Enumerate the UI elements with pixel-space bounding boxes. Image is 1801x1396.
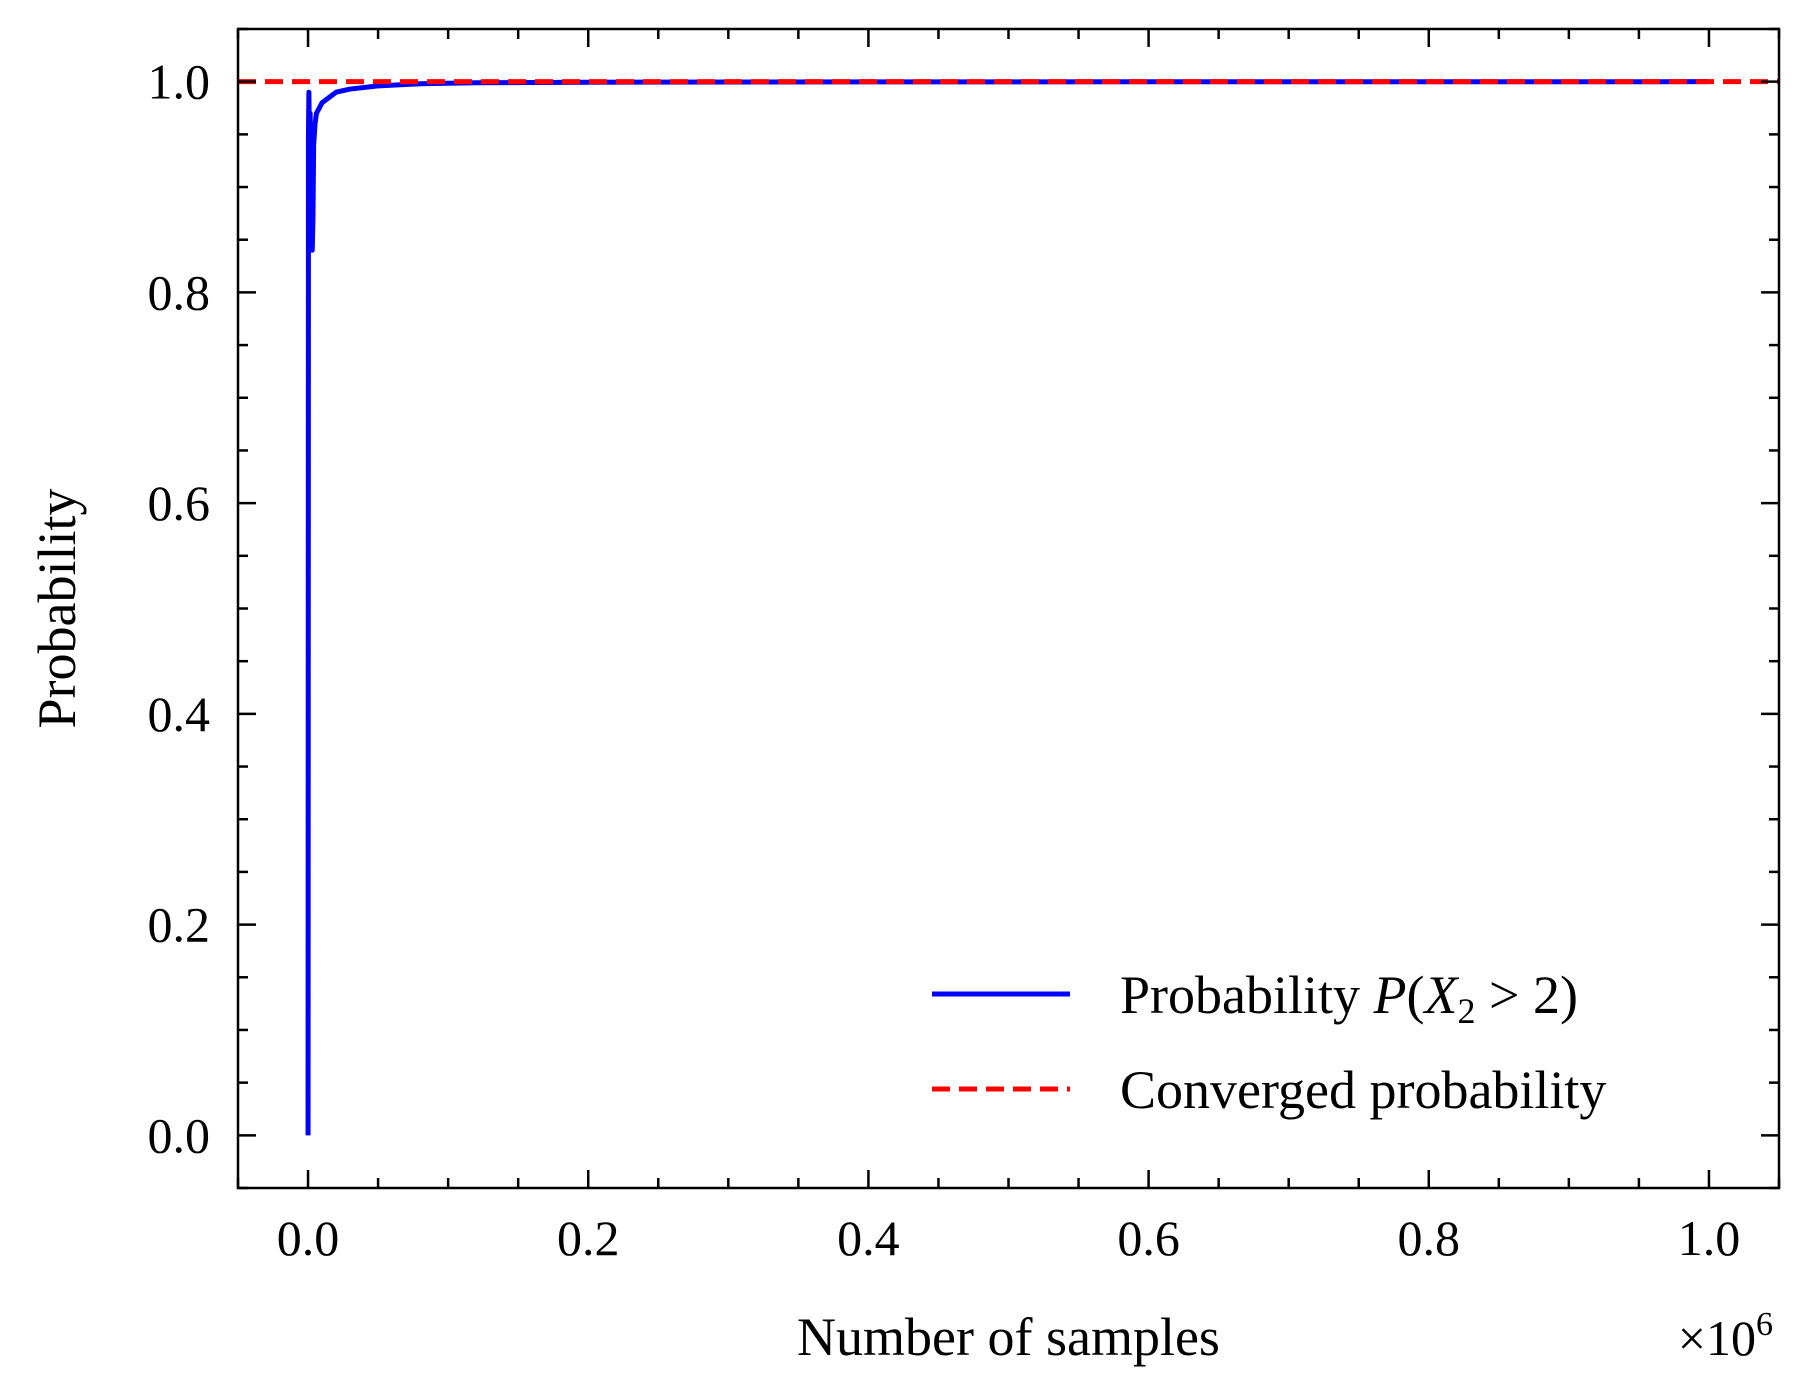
series-line-0	[305, 79, 1709, 1136]
x-axis-offset-label: ×106	[1678, 1306, 1773, 1366]
legend-label-probability: Probability P(X2 > 2)	[1120, 965, 1578, 1031]
x-tick-label: 0.6	[1117, 1210, 1180, 1266]
y-axis-label: Probability	[27, 489, 87, 729]
x-offset-base: ×10	[1678, 1310, 1756, 1366]
legend-label-open-paren: (	[1407, 965, 1425, 1025]
legend-label-rest: > 2)	[1475, 965, 1577, 1025]
y-tick-label: 1.0	[148, 54, 211, 110]
y-tick-label: 0.6	[148, 475, 211, 531]
x-tick-label: 1.0	[1678, 1210, 1741, 1266]
x-offset-exponent: 6	[1756, 1306, 1773, 1343]
y-tick-label: 0.0	[148, 1107, 211, 1163]
legend-label-math-x: X	[1422, 965, 1459, 1025]
legend-label-converged: Converged probability	[1120, 1060, 1606, 1120]
legend-label-subscript: 2	[1457, 991, 1475, 1031]
legend: Probability P(X2 > 2) Converged probabil…	[932, 965, 1606, 1120]
x-tick-label: 0.4	[837, 1210, 900, 1266]
legend-label-prefix: Probability	[1120, 965, 1374, 1025]
x-axis-label: Number of samples	[797, 1307, 1220, 1367]
x-tick-label: 0.0	[277, 1210, 340, 1266]
x-tick-label: 0.2	[557, 1210, 620, 1266]
tick-labels: 0.0 0.2 0.4 0.6 0.8 1.0 0.0 0.2 0.4 0.6 0.8 1.0	[148, 54, 1741, 1266]
plot-lines	[238, 79, 1779, 1136]
y-tick-label: 0.8	[148, 264, 211, 320]
legend-label-math-p: P	[1373, 965, 1407, 1025]
y-tick-label: 0.2	[148, 897, 211, 953]
axis-ticks	[236, 27, 1781, 1190]
x-tick-label: 0.8	[1398, 1210, 1461, 1266]
y-tick-label: 0.4	[148, 686, 211, 742]
